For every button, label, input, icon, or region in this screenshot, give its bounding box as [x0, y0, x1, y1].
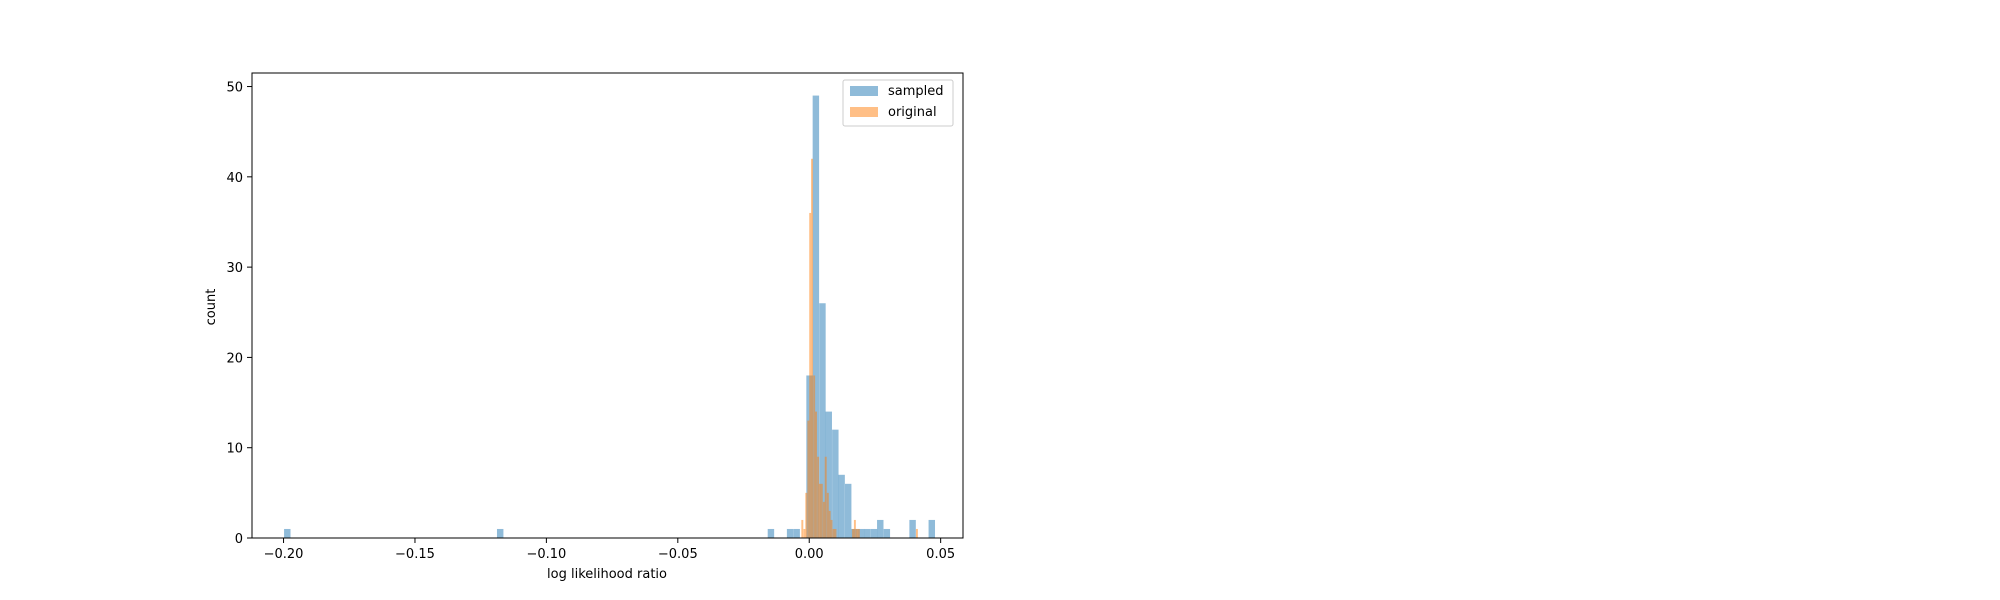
sampled-bar-14: [864, 528, 871, 538]
original-bar-20: [856, 528, 858, 538]
legend-swatch-sampled: [850, 86, 878, 96]
y-tick-label: 50: [226, 81, 243, 96]
plot-frame: [251, 72, 964, 539]
sampled-bar-1: [496, 528, 504, 538]
sampled-bar-8: [825, 411, 832, 538]
legend-label-sampled: sampled: [888, 84, 944, 99]
x-tick-label: 0.00: [795, 547, 824, 562]
sampled-bar-16: [877, 519, 884, 538]
x-tick-label: −0.05: [658, 547, 698, 562]
x-tick-label: −0.15: [395, 547, 435, 562]
y-axis-title: count: [204, 289, 219, 326]
sampled-bar-15: [870, 528, 878, 538]
original-bar-3: [807, 420, 810, 538]
bars-layer: [284, 95, 936, 538]
original-bar-6: [813, 375, 816, 538]
legend-swatch-original: [850, 107, 878, 117]
x-axis-title: log likelihood ratio: [547, 567, 667, 582]
original-bar-10: [820, 483, 823, 538]
x-tick-label: −0.20: [264, 547, 304, 562]
y-tick-label: 30: [226, 261, 243, 276]
original-bar-4: [809, 212, 812, 538]
sampled-bar-4: [793, 528, 800, 538]
x-tick-label: 0.05: [926, 547, 955, 562]
y-tick-label: 0: [235, 532, 243, 547]
y-tick-label: 10: [226, 442, 243, 457]
sampled-bar-9: [832, 429, 839, 538]
sampled-bar-10: [838, 474, 845, 538]
original-bar-0: [801, 519, 804, 538]
sampled-bar-19: [928, 519, 936, 538]
original-bar-11: [822, 501, 825, 538]
y-tick-label: 20: [226, 351, 243, 366]
x-tick-label: −0.10: [526, 547, 566, 562]
original-bar-22: [915, 528, 918, 538]
original-bar-7: [815, 411, 817, 538]
original-bar-2: [805, 492, 808, 538]
original-bar-13: [826, 492, 829, 538]
sampled-bar-3: [786, 528, 794, 538]
sampled-bar-6: [812, 95, 820, 538]
series-original: [801, 158, 918, 538]
original-bar-12: [824, 456, 827, 538]
original-bar-18: [852, 528, 855, 538]
original-bar-14: [828, 510, 831, 538]
sampled-bar-13: [857, 528, 865, 538]
legend-label-original: original: [888, 105, 937, 120]
legend: sampled original: [842, 79, 954, 127]
original-bar-1: [803, 528, 806, 538]
original-bar-9: [818, 483, 821, 538]
original-bar-19: [853, 519, 856, 538]
axes-layer: −0.20 −0.15 −0.10 −0.05 0.00 0.05 0 10 20 30 40 50: [226, 72, 964, 562]
original-bar-8: [817, 456, 820, 538]
original-bar-17: [834, 528, 837, 538]
sampled-bar-18: [909, 519, 916, 538]
sampled-bar-0: [284, 528, 291, 538]
sampled-bar-2: [767, 528, 775, 538]
original-bar-16: [832, 528, 835, 538]
original-bar-5: [811, 158, 814, 538]
series-sampled: [284, 95, 936, 538]
original-bar-21: [857, 528, 860, 538]
sampled-bar-17: [883, 528, 891, 538]
sampled-bar-11: [844, 483, 852, 538]
y-tick-label: 40: [226, 171, 243, 186]
original-bar-15: [830, 519, 833, 538]
sampled-bar-7: [819, 303, 826, 538]
